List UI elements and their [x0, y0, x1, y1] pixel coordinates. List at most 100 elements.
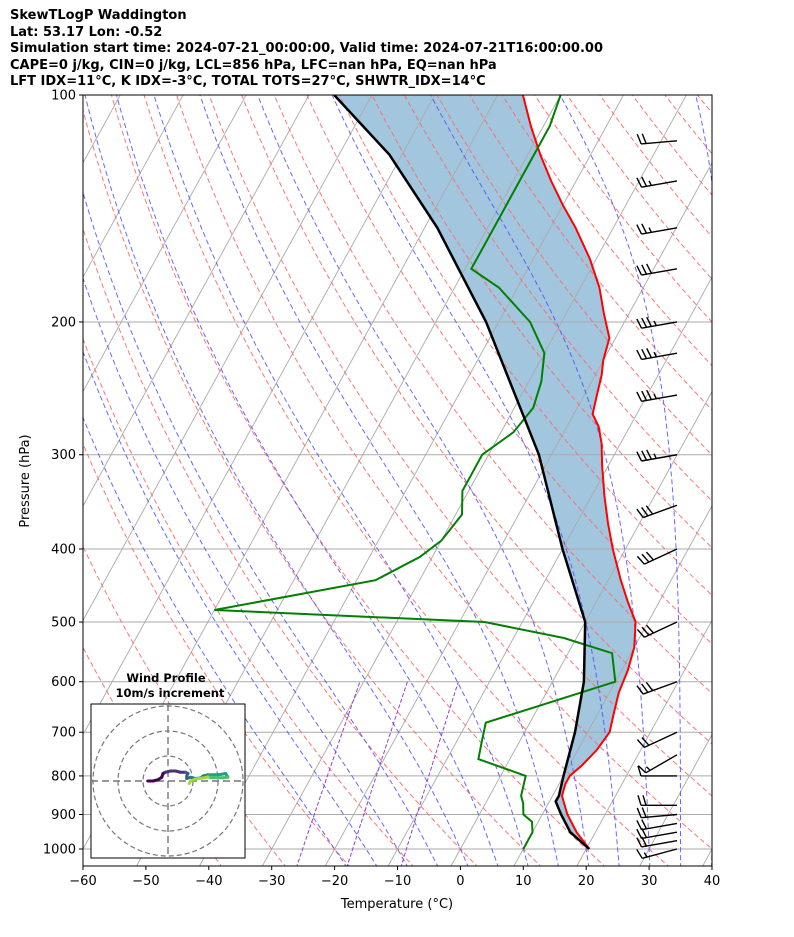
y-tick-label: 600 — [51, 675, 76, 690]
wind-barb — [636, 548, 678, 565]
stability-indices-2: LFT IDX=11°C, K IDX=-3°C, TOTAL TOTS=27°… — [10, 74, 486, 89]
isotherm-line — [83, 95, 436, 736]
moist-adiabat — [257, 95, 590, 866]
dry-adiabat — [664, 95, 712, 155]
x-tick-label: −40 — [195, 874, 222, 889]
x-tick-label: 0 — [456, 874, 464, 889]
moist-adiabat — [83, 416, 347, 866]
dry-adiabat — [83, 227, 478, 866]
isotherm-line — [387, 276, 712, 866]
x-tick-label: −30 — [258, 874, 285, 889]
y-tick-label: 300 — [51, 448, 76, 463]
wind-barb — [636, 389, 678, 402]
wind-barb — [636, 449, 678, 462]
temperature-profile — [521, 95, 637, 850]
y-tick-label: 700 — [51, 726, 76, 741]
x-tick-label: 20 — [578, 874, 595, 889]
wind-barbs — [636, 133, 678, 859]
wind-barb — [636, 176, 678, 188]
mixing-ratio-line — [400, 681, 459, 866]
moist-adiabat — [83, 350, 378, 866]
mixing-ratio-line — [346, 681, 408, 866]
dry-adiabat — [631, 95, 712, 196]
stability-indices: CAPE=0 j/kg, CIN=0 j/kg, LCL=856 hPa, LF… — [10, 57, 497, 73]
chart-header: SkewTLogP Waddington Lat: 53.17 Lon: -0.… — [10, 8, 603, 91]
y-tick-label: 200 — [51, 315, 76, 330]
isotherm-line — [83, 95, 184, 279]
wind-barb — [636, 133, 678, 145]
x-tick-label: −10 — [384, 874, 411, 889]
dry-adiabat — [208, 95, 712, 797]
isotherm-line — [639, 733, 712, 866]
x-tick-label: 30 — [641, 874, 658, 889]
wind-barb — [636, 504, 678, 519]
hodograph-subtitle: 10m/s increment — [116, 686, 225, 700]
isotherm-line — [0, 78, 67, 868]
axes: −60 −50 −40 −30 −20 −10 0 10 20 30 40 1000 900 800 700… — [43, 89, 720, 890]
moist-adiabat — [115, 95, 499, 866]
x-tick-label: 10 — [515, 874, 532, 889]
dry-adiabat — [143, 95, 669, 866]
wind-barb — [636, 316, 678, 329]
isotherm-line — [83, 95, 247, 393]
parcel-profile — [333, 95, 591, 850]
x-axis-label: Temperature (°C) — [340, 897, 453, 912]
wind-barb — [636, 848, 678, 859]
wind-barb — [636, 819, 678, 831]
isotherm-line — [324, 161, 712, 866]
moist-adiabat — [559, 95, 682, 866]
moist-adiabat — [153, 95, 529, 866]
chart-title: SkewTLogP Waddington — [10, 8, 187, 23]
isotherm-line — [0, 78, 4, 868]
y-tick-label: 1000 — [43, 843, 76, 858]
hodograph-segment — [187, 779, 192, 785]
isotherm-line — [764, 78, 794, 868]
moist-adiabat — [83, 276, 408, 866]
time-info: Simulation start time: 2024-07-21_00:00:… — [10, 41, 603, 56]
dry-adiabat — [110, 95, 606, 866]
mixing-ratio-line — [296, 681, 361, 866]
location-info: Lat: 53.17 Lon: -0.52 — [10, 24, 163, 40]
plot-area — [0, 78, 794, 868]
isotherm-line — [83, 95, 310, 507]
isotherm-line — [513, 504, 712, 866]
y-tick-label: 800 — [51, 769, 76, 784]
x-tick-label: −50 — [132, 874, 159, 889]
dry-adiabat — [730, 95, 794, 868]
wind-barb — [637, 765, 677, 777]
x-tick-label: 40 — [704, 874, 721, 889]
wind-barb — [636, 807, 678, 819]
isotherm-line — [450, 390, 712, 866]
y-tick-label: 900 — [51, 808, 76, 823]
dry-adiabat — [599, 95, 712, 238]
y-tick-label: 400 — [51, 542, 76, 557]
y-tick-label: 500 — [51, 616, 76, 631]
y-axis-label: Pressure (hPa) — [18, 434, 33, 527]
wind-barb — [636, 731, 678, 749]
y-tick-label: 100 — [51, 89, 76, 104]
dry-adiabat — [83, 108, 542, 866]
dewpoint-profile — [214, 95, 617, 850]
wind-barb — [636, 223, 678, 235]
cape-cin-shading — [334, 95, 636, 849]
isotherm-line — [702, 848, 712, 866]
moist-adiabat — [695, 95, 712, 866]
isotherm-line — [261, 95, 687, 866]
moist-adiabat — [331, 95, 620, 866]
isotherm-line — [198, 95, 624, 866]
hodograph-title: Wind Profile — [126, 671, 206, 685]
wind-barb — [636, 263, 678, 276]
dry-adiabat — [763, 95, 794, 868]
wind-barb — [637, 795, 677, 806]
moist-adiabat — [199, 95, 559, 866]
wind-barb — [636, 681, 678, 695]
wind-barb — [636, 621, 678, 638]
wind-barb — [637, 754, 678, 774]
moist-adiabat — [84, 95, 469, 866]
x-tick-label: −20 — [321, 874, 348, 889]
dry-adiabat — [83, 337, 414, 866]
wind-barb — [636, 348, 678, 361]
isotherm-line — [576, 619, 712, 866]
hodograph-plot — [91, 704, 245, 858]
